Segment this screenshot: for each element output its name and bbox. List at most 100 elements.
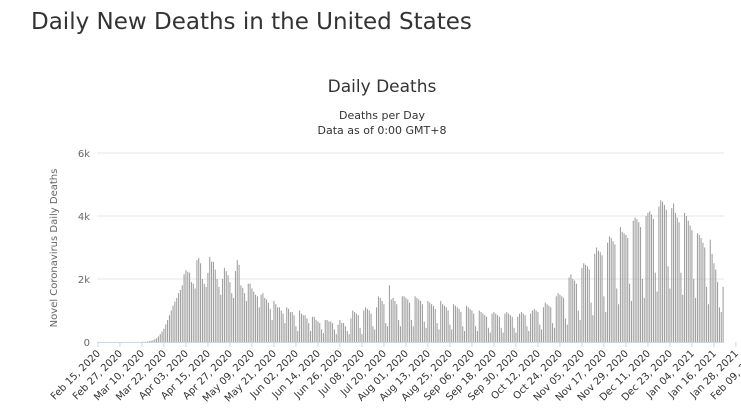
bar: [284, 323, 286, 342]
y-tick-labels: 0 2k 4k 6k: [78, 149, 90, 349]
bar: [634, 217, 636, 342]
bar: [423, 321, 425, 342]
bar: [621, 231, 623, 342]
bar: [339, 319, 341, 342]
bar: [619, 227, 621, 342]
bar: [299, 310, 301, 342]
bar: [627, 238, 629, 342]
bar: [234, 271, 236, 343]
bar: [700, 238, 702, 342]
chart-subtitle-line-2: Data as of 0:00 GMT+8: [318, 124, 447, 137]
bar: [255, 294, 257, 342]
bar: [607, 242, 609, 342]
bar: [163, 328, 165, 342]
bar: [418, 299, 420, 342]
bar: [572, 279, 574, 342]
bar: [656, 291, 658, 342]
bar: [427, 301, 429, 342]
bar: [229, 282, 231, 342]
bar: [462, 326, 464, 342]
bar: [231, 293, 233, 342]
bar: [262, 293, 264, 342]
bar: [684, 212, 686, 342]
bar: [520, 312, 522, 342]
bar: [476, 330, 478, 342]
bar: [269, 308, 271, 342]
bar: [394, 301, 396, 342]
bar: [537, 312, 539, 342]
bar: [236, 260, 238, 342]
bar: [238, 264, 240, 342]
bar: [328, 321, 330, 342]
bar: [682, 294, 684, 342]
bar: [652, 219, 654, 342]
bar: [588, 269, 590, 342]
bar: [592, 315, 594, 342]
bar: [484, 315, 486, 342]
bar: [717, 282, 719, 342]
bar: [183, 274, 185, 342]
bar: [491, 313, 493, 342]
bar: [179, 290, 181, 342]
bar: [291, 312, 293, 342]
bar: [696, 233, 698, 342]
bar: [495, 313, 497, 342]
bar: [398, 319, 400, 342]
bar: [332, 323, 334, 342]
bar: [531, 310, 533, 342]
bar: [603, 296, 605, 342]
bar: [212, 261, 214, 342]
bar: [552, 323, 554, 342]
bar: [583, 263, 585, 342]
bar: [706, 286, 708, 343]
bar: [513, 327, 515, 342]
bar: [377, 296, 379, 342]
bar: [403, 296, 405, 342]
bar: [344, 326, 346, 342]
bar: [458, 308, 460, 342]
bar: [176, 297, 178, 342]
bar: [335, 334, 337, 343]
bar: [548, 305, 550, 342]
y-tick-label: 6k: [78, 149, 90, 160]
bar: [267, 302, 269, 343]
bar: [366, 308, 368, 342]
bar: [333, 329, 335, 342]
bar: [376, 307, 378, 342]
bar: [575, 283, 577, 342]
bar: [420, 301, 422, 342]
bar: [722, 286, 724, 343]
bar: [354, 312, 356, 342]
bar: [343, 323, 345, 342]
bar: [361, 334, 363, 343]
y-tick-label: 4k: [78, 212, 90, 223]
bar: [718, 307, 720, 342]
bar: [264, 297, 266, 342]
bar: [198, 257, 200, 342]
bar: [304, 315, 306, 342]
bar: [660, 200, 662, 342]
bar: [401, 296, 403, 342]
bar: [469, 308, 471, 342]
bar: [451, 329, 453, 342]
bar: [563, 297, 565, 342]
bar: [421, 304, 423, 342]
bar: [539, 324, 541, 342]
bar: [508, 313, 510, 342]
bar: [526, 326, 528, 342]
bar: [233, 297, 235, 342]
bar: [511, 316, 513, 342]
bar: [432, 305, 434, 342]
bar: [205, 286, 207, 343]
bar: [577, 310, 579, 342]
bar: [702, 242, 704, 342]
bar: [707, 304, 709, 342]
bar: [161, 331, 163, 342]
bar: [517, 316, 519, 342]
bar: [471, 310, 473, 342]
chart-subtitle-line-1: Deaths per Day: [339, 109, 425, 122]
bar: [410, 319, 412, 342]
bar: [251, 288, 253, 342]
bar: [585, 264, 587, 342]
bar: [640, 227, 642, 342]
